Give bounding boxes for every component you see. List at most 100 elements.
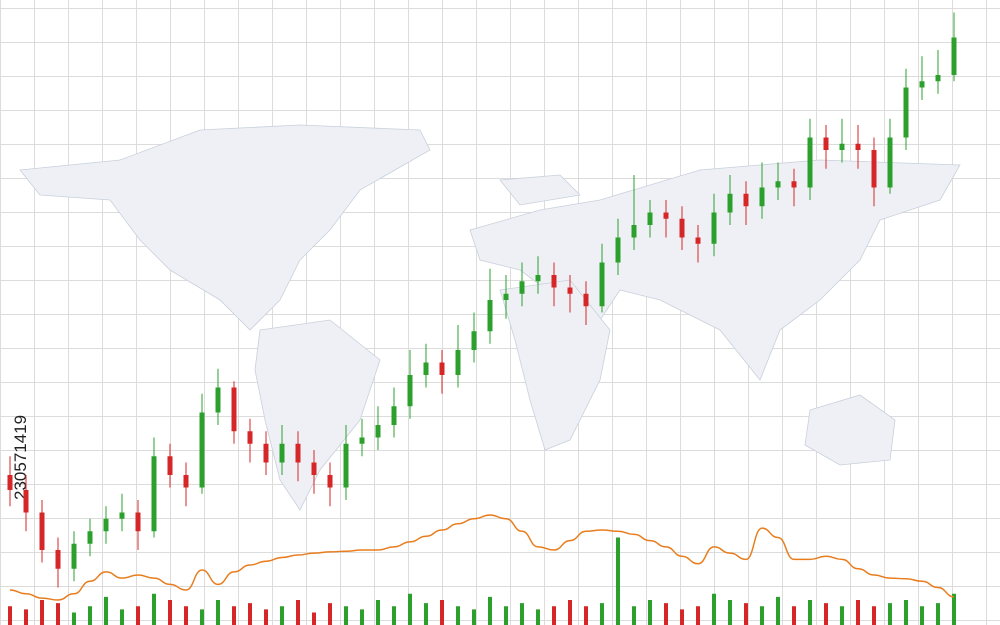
volume-bar [616,537,620,625]
volume-bar [488,596,492,625]
candle-body [599,262,605,307]
moving-line [9,514,955,601]
candle-body [727,193,733,213]
volume-bar [232,606,236,625]
candle-body [71,543,77,569]
candle-body [199,412,205,488]
candle-body [327,475,333,488]
volume-bar [600,603,604,625]
volume-bar [760,606,764,625]
volume-bar [728,600,732,625]
candle-body [647,212,653,225]
volume-bar [152,593,156,625]
volume-bar [520,603,524,625]
candle-body [103,518,109,532]
volume-bar [680,609,684,625]
candle-body [759,187,765,207]
volume-bar [840,606,844,625]
candle-body [231,387,237,432]
candle-body [391,406,397,425]
volume-bar [120,609,124,625]
candle-body [487,300,493,332]
candle-body [855,143,861,150]
candle-body [615,237,621,263]
volume-bar [104,596,108,625]
watermark-id: 230571419 [11,415,30,500]
candle-body [455,350,461,375]
volume-bar [168,600,172,625]
volume-bar [648,600,652,625]
candle-body [135,512,141,532]
volume-bar [632,606,636,625]
candle-body [183,475,189,488]
volume-bar [696,606,700,625]
volume-bar [744,603,748,625]
volume-bar [792,606,796,625]
volume-bar [952,593,956,625]
volume-bar [712,593,716,625]
volume-bar [376,600,380,625]
candle-body [167,456,173,475]
volume-bar [344,606,348,625]
volume-bar [472,609,476,625]
candle-body [7,475,13,490]
candle-body [791,181,797,188]
candle-body [343,443,349,488]
volume-bar [40,600,44,625]
candle-body [215,387,221,413]
volume-bar [872,606,876,625]
volume-bar [440,600,444,625]
volume-bar [584,606,588,625]
candle-body [919,81,925,88]
volume-bar [504,606,508,625]
volume-bar [216,600,220,625]
candle-body [55,550,61,569]
candle-body [471,331,477,350]
candle-body [295,443,301,463]
volume-bar [312,612,316,625]
volume-bar [72,612,76,625]
volume-bar [808,600,812,625]
volume-bar [264,609,268,625]
volume-bar [8,606,12,625]
volume-bar [824,603,828,625]
candle-body [663,212,669,219]
volume-bar [328,603,332,625]
world-map [19,124,961,511]
volume-bar [664,603,668,625]
candle-body [407,375,413,407]
candle-body [503,293,509,300]
volume-bar [904,600,908,625]
candle-body [151,456,157,532]
volume-bar [776,596,780,625]
candle-body [279,443,285,463]
volume-bar [856,600,860,625]
volume-bar [408,593,412,625]
volume-bar [248,603,252,625]
volume-bar [24,609,28,625]
volume-bar [392,606,396,625]
volume-bar [280,606,284,625]
volume-bar [88,606,92,625]
candle-body [23,490,29,513]
candle-body [87,531,93,544]
candle-body [823,137,829,150]
volume-bar [536,609,540,625]
candle-body [903,87,909,138]
candle-body [359,437,365,444]
candle-body [423,362,429,375]
candle-body [311,462,317,475]
candle-body [631,225,637,238]
volume-bar [56,603,60,625]
candle-body [519,281,525,294]
candle-body [711,212,717,244]
candle-body [743,193,749,207]
volume-bar [184,606,188,625]
volume-bar [360,609,364,625]
candle-body [247,431,253,444]
volume-bar [568,600,572,625]
volume-bar [296,600,300,625]
candle-body [375,425,381,438]
candle-body [567,287,573,294]
